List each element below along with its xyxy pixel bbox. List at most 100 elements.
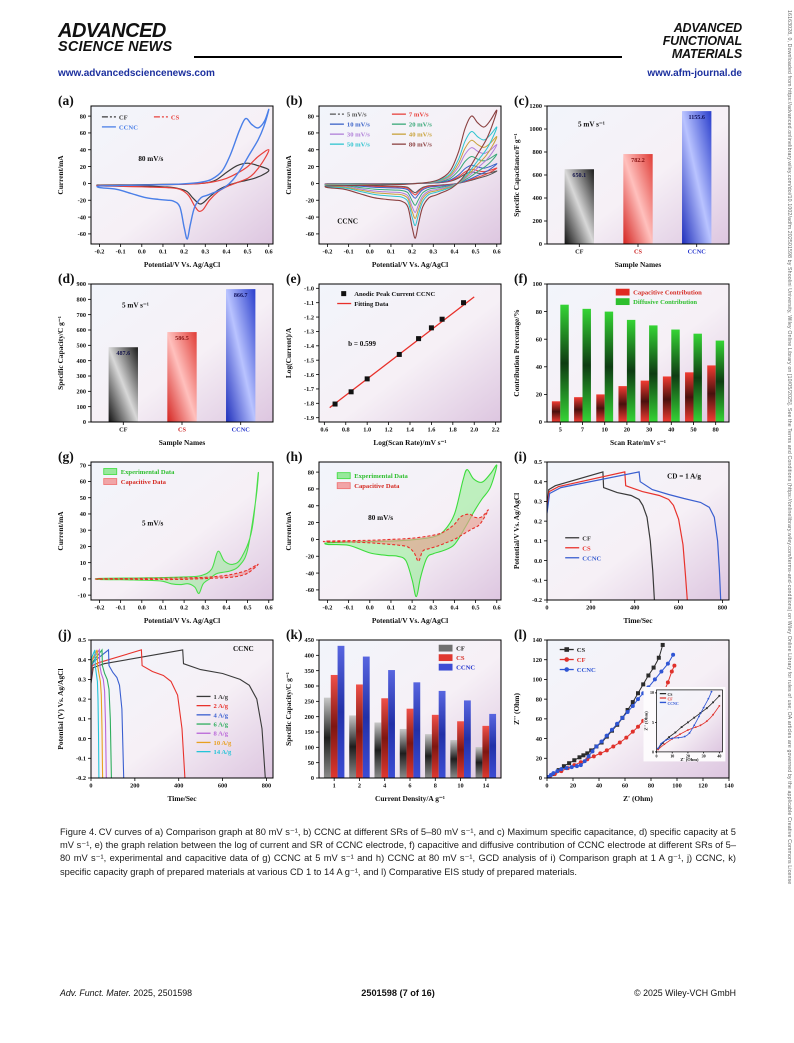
figure-caption-label: Figure 4.	[60, 827, 97, 837]
svg-text:-10: -10	[78, 592, 86, 599]
svg-text:40: 40	[80, 147, 86, 154]
svg-text:Contribution Percentage/%: Contribution Percentage/%	[512, 309, 521, 397]
svg-text:1200: 1200	[529, 103, 542, 110]
svg-text:0.3: 0.3	[78, 677, 86, 684]
svg-text:0.6: 0.6	[265, 248, 273, 255]
svg-text:0.1: 0.1	[78, 716, 86, 723]
svg-text:200: 200	[586, 604, 595, 611]
svg-text:0.4: 0.4	[223, 248, 232, 255]
svg-text:2 A/g: 2 A/g	[214, 703, 229, 710]
svg-text:Time/Sec: Time/Sec	[623, 616, 653, 625]
svg-text:400: 400	[533, 195, 542, 202]
svg-text:Potential/V Vs. Ag/AgCl: Potential/V Vs. Ag/AgCl	[144, 260, 220, 269]
svg-text:0.0: 0.0	[366, 248, 374, 255]
svg-text:Potential/V Vs. Ag/AgCl: Potential/V Vs. Ag/AgCl	[144, 616, 220, 625]
svg-text:-0.1: -0.1	[344, 248, 354, 255]
svg-text:200: 200	[130, 782, 139, 789]
svg-text:800: 800	[262, 782, 271, 789]
footer-copyright: © 2025 Wiley-VCH GmbH	[634, 988, 736, 998]
svg-text:-40: -40	[306, 214, 314, 221]
panel-j-chart: 0 200 400 600 800 -0.2 -0.1 0.0 0.1 0.2 0.3 0.4 0.5 T…	[56, 637, 274, 803]
svg-text:Time/Sec: Time/Sec	[167, 794, 197, 803]
svg-text:Current/mA: Current/mA	[56, 155, 65, 195]
svg-text:0.2: 0.2	[180, 604, 188, 611]
svg-text:2.0: 2.0	[470, 426, 478, 433]
svg-text:CCNC: CCNC	[232, 426, 251, 433]
svg-text:1.4: 1.4	[406, 426, 415, 433]
panel-a-chart: -0.2 -0.1 0.0 0.1 0.2 0.3 0.4 0.5 0.6 -60 -40 -20 0 2…	[56, 105, 274, 269]
figure-panel-j: (j) 0 200 400 600 800 -0.2 -0.1 0.0 0.1 0.2 0.3 0.4 0…	[55, 627, 283, 806]
svg-text:Current/mA: Current/mA	[284, 511, 293, 551]
svg-text:20: 20	[624, 426, 630, 433]
panel-label-a: (a)	[58, 93, 74, 108]
svg-text:Scan Rate/mV s⁻¹: Scan Rate/mV s⁻¹	[610, 438, 666, 447]
svg-text:0.5: 0.5	[78, 637, 86, 644]
svg-text:0: 0	[89, 782, 92, 789]
svg-text:80 mV/s: 80 mV/s	[138, 155, 163, 163]
svg-text:5 mV s⁻¹: 5 mV s⁻¹	[578, 121, 605, 129]
svg-text:-1.0: -1.0	[304, 286, 314, 293]
svg-text:50: 50	[308, 760, 314, 767]
svg-text:CS: CS	[634, 248, 643, 255]
figure-panel-g: (g) -0.2 -0.1 0.0 0.1 0.2 0.3 0.4 0.5 0.6 -10 0 10 20…	[55, 449, 283, 628]
svg-text:0.6: 0.6	[320, 426, 328, 433]
svg-text:50: 50	[80, 495, 86, 502]
svg-text:-0.1: -0.1	[76, 755, 86, 762]
svg-text:60: 60	[308, 486, 314, 493]
panel-label-g: (g)	[58, 449, 74, 464]
panel-e-chart: 0.6 0.8 1.0 1.2 1.4 1.6 1.8 2.0 2.2 -1.9 -1.8 -1.7 -…	[284, 283, 502, 447]
svg-text:Sample Names: Sample Names	[159, 438, 206, 447]
svg-text:0: 0	[539, 775, 542, 782]
svg-text:Z'' (Ohm): Z'' (Ohm)	[644, 711, 649, 731]
svg-text:2: 2	[358, 782, 361, 789]
svg-text:5 mV s⁻¹: 5 mV s⁻¹	[122, 301, 149, 309]
svg-text:7: 7	[581, 426, 584, 433]
svg-text:5: 5	[559, 426, 562, 433]
svg-text:10: 10	[457, 782, 463, 789]
svg-text:Potential/V Vs. Ag/AgCl: Potential/V Vs. Ag/AgCl	[512, 493, 521, 569]
svg-text:20: 20	[80, 164, 86, 171]
svg-text:20: 20	[536, 755, 542, 762]
svg-text:Specific Capacitance/F g⁻¹: Specific Capacitance/F g⁻¹	[512, 133, 521, 216]
svg-text:0.3: 0.3	[534, 499, 542, 506]
panel-b-chart: -0.2 -0.1 0.0 0.1 0.2 0.3 0.4 0.5 0.6 -60 -40 -20 0 2…	[284, 105, 502, 269]
svg-text:6 A/g: 6 A/g	[214, 722, 229, 729]
svg-text:80: 80	[648, 782, 654, 789]
svg-text:600: 600	[674, 604, 683, 611]
panel-d-chart: 487.6 586.5 866.7 CF CS CCNC 0 100 200 300 400 500 6…	[56, 281, 274, 447]
svg-text:-0.2: -0.2	[322, 604, 332, 611]
svg-text:400: 400	[77, 358, 86, 365]
figure-panel-f: (f) 5 7 10 20 30 40 50 80 0 20 40 60 80 100 Scan Rate/m…	[511, 271, 739, 450]
afm-logo-line3: MATERIALS	[671, 46, 742, 61]
svg-text:400: 400	[630, 604, 639, 611]
afm-journal-link[interactable]: www.afm-journal.de	[647, 68, 742, 79]
svg-text:0: 0	[83, 181, 86, 188]
advanced-science-news-logo: ADVANCED SCIENCE NEWS	[58, 21, 172, 55]
svg-text:40: 40	[308, 503, 314, 510]
svg-text:b = 0.599: b = 0.599	[348, 340, 376, 348]
svg-text:CF: CF	[119, 426, 128, 433]
svg-text:CF: CF	[667, 698, 673, 702]
panel-k-chart: 1 2 4 6 8 10 14 0 50 100 150 200 250 300 350 400 450 Curr…	[284, 637, 502, 803]
svg-text:Diffusive Contribution: Diffusive Contribution	[633, 299, 697, 306]
svg-text:0.0: 0.0	[138, 248, 146, 255]
svg-text:Specific Capacity/C g⁻¹: Specific Capacity/C g⁻¹	[284, 672, 293, 746]
svg-text:650.1: 650.1	[572, 173, 586, 179]
svg-text:100: 100	[533, 281, 542, 288]
figure-panel-a: (a) -0.2 -0.1 0.0 0.1 0.2 0.3 0.4 0.5 0.6 -60 -40 -2…	[55, 93, 283, 272]
panel-g-chart: -0.2 -0.1 0.0 0.1 0.2 0.3 0.4 0.5 0.6 -10 0 10 20 30 4…	[56, 461, 274, 625]
svg-text:5 mV/s: 5 mV/s	[347, 112, 367, 119]
afm-logo-line1: ADVANCED	[673, 21, 743, 35]
svg-text:Z' (Ohm): Z' (Ohm)	[680, 757, 699, 762]
svg-text:0: 0	[652, 749, 654, 754]
svg-text:60: 60	[308, 130, 314, 137]
svg-text:800: 800	[77, 297, 86, 304]
svg-text:CF: CF	[119, 114, 128, 121]
svg-text:-0.1: -0.1	[116, 604, 126, 611]
svg-text:4 A/g: 4 A/g	[214, 712, 229, 719]
svg-text:1000: 1000	[529, 126, 542, 133]
svg-text:Sample Names: Sample Names	[615, 260, 662, 269]
svg-text:Capacitive Data: Capacitive Data	[354, 483, 400, 490]
advancedsciencenews-link[interactable]: www.advancedsciencenews.com	[58, 68, 215, 79]
